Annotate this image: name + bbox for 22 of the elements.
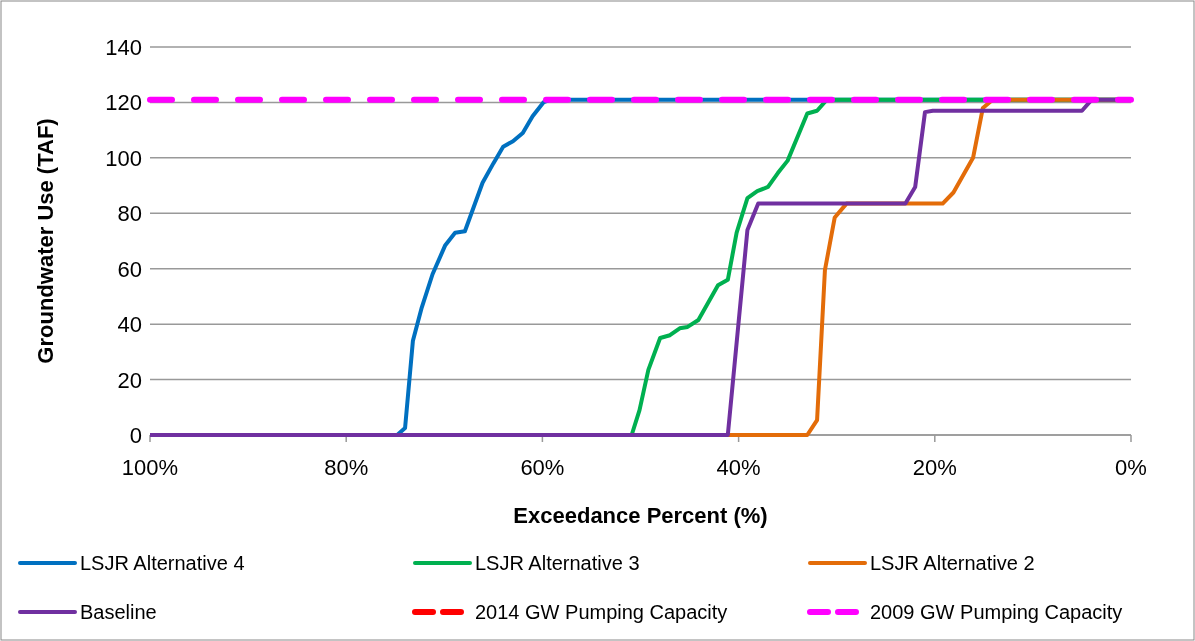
y-tick-label: 20: [117, 367, 142, 393]
x-tick-label: 100%: [121, 455, 179, 480]
y-tick-label: 140: [105, 35, 142, 60]
y-tick-label: 120: [105, 90, 142, 116]
legend-label: Baseline: [80, 601, 157, 623]
y-tick-label: 40: [117, 312, 142, 338]
legend-label: LSJR Alternative 3: [475, 552, 640, 574]
y-tick-label: 60: [117, 256, 142, 282]
legend-label: 2014 GW Pumping Capacity: [475, 601, 728, 623]
legend-label: LSJR Alternative 2: [870, 552, 1035, 574]
y-axis-title: Groundwater Use (TAF): [33, 118, 58, 364]
x-tick-label: 0%: [1115, 455, 1147, 480]
y-tick-label: 100: [105, 145, 142, 171]
y-tick-label: 0: [129, 423, 142, 448]
x-tick-label: 20%: [912, 455, 957, 480]
legend-label: 2009 GW Pumping Capacity: [870, 601, 1123, 623]
y-tick-label: 80: [117, 201, 142, 227]
legend-label: LSJR Alternative 4: [80, 552, 245, 574]
x-tick-label: 40%: [716, 455, 761, 480]
x-tick-label: 80%: [324, 455, 369, 480]
x-axis-title: Exceedance Percent (%): [513, 503, 768, 528]
x-tick-label: 60%: [520, 455, 565, 480]
